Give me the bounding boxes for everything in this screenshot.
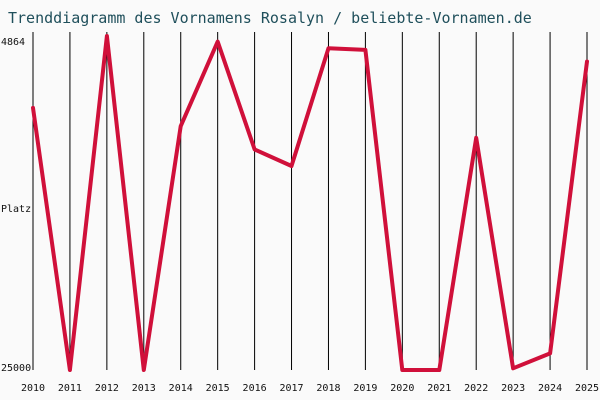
x-tick-label-2023: 2023: [501, 383, 525, 394]
y-tick-top: 4864: [1, 37, 25, 48]
data-point-2023: [511, 366, 515, 370]
x-tick-label-2024: 2024: [538, 383, 562, 394]
x-tick-label-2015: 2015: [206, 383, 230, 394]
data-point-2017: [290, 164, 293, 168]
data-point-2013: [142, 368, 146, 372]
x-tick-label-2010: 2010: [21, 383, 45, 394]
data-point-2022: [474, 136, 478, 140]
data-point-2015: [216, 40, 220, 44]
vertical-grid: [32, 32, 588, 370]
x-tick-label-2013: 2013: [132, 383, 156, 394]
y-tick-bottom: 25000: [1, 363, 31, 374]
x-tick-label-2025: 2025: [575, 383, 599, 394]
x-tick-label-2012: 2012: [95, 383, 119, 394]
series-line-0: [31, 34, 589, 372]
series-layer: [31, 34, 589, 372]
data-point-2016: [253, 147, 257, 151]
data-point-2024: [548, 351, 552, 355]
x-tick-label-2018: 2018: [316, 383, 340, 394]
data-point-2021: [437, 368, 441, 372]
data-point-2012: [105, 34, 109, 38]
chart-title: Trenddiagramm des Vornamens Rosalyn / be…: [8, 9, 532, 27]
data-point-2019: [363, 48, 367, 52]
x-axis-labels: 2010 2011 2012 2013 2014 2015 2016 2017 2018 2019…: [21, 383, 599, 394]
x-tick-label-2020: 2020: [390, 383, 414, 394]
x-tick-label-2011: 2011: [58, 383, 82, 394]
data-point-2010: [31, 106, 35, 110]
data-point-2014: [179, 124, 183, 128]
data-point-2025: [585, 60, 589, 63]
data-point-2011: [68, 368, 72, 372]
data-point-2020: [400, 368, 404, 372]
x-tick-label-2017: 2017: [279, 383, 303, 394]
x-tick-label-2016: 2016: [243, 383, 267, 394]
x-tick-label-2014: 2014: [169, 383, 193, 394]
x-tick-label-2019: 2019: [353, 383, 377, 394]
data-point-2018: [327, 46, 330, 50]
x-tick-label-2022: 2022: [464, 383, 488, 394]
x-tick-label-2021: 2021: [427, 383, 451, 394]
y-axis-label: Platz: [1, 204, 31, 215]
